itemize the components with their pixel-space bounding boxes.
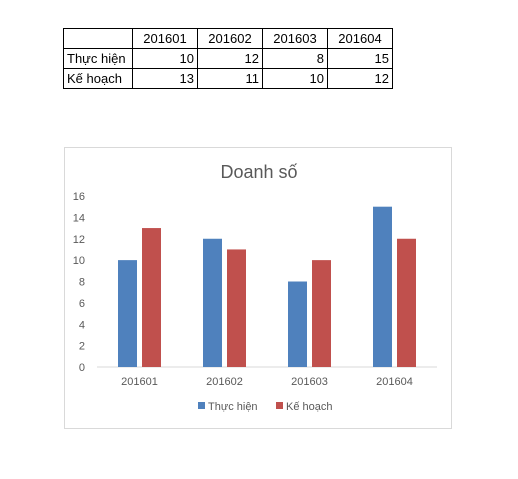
- legend-swatch: [276, 402, 283, 409]
- table-cell: 12: [327, 68, 393, 89]
- table-header-cell: 201602: [197, 28, 263, 49]
- table-corner-cell: [63, 28, 133, 49]
- table-cell: 8: [262, 48, 328, 69]
- chart-frame[interactable]: Doanh số 0 2 4 6 8 10 12 14 16 201601 201602 201603…: [64, 147, 452, 429]
- x-tick-label: 201601: [121, 376, 158, 388]
- row-label: Kế hoạch: [63, 68, 133, 89]
- bar[interactable]: [118, 260, 137, 367]
- y-tick-label: 16: [73, 191, 85, 203]
- y-tick-label: 12: [73, 234, 85, 246]
- bar[interactable]: [312, 260, 331, 367]
- y-tick-label: 0: [79, 362, 85, 374]
- x-tick-label: 201602: [206, 376, 243, 388]
- table-cell: 13: [132, 68, 198, 89]
- bar[interactable]: [203, 238, 222, 367]
- table-header-row: 201601 201602 201603 201604: [63, 28, 393, 49]
- y-tick-label: 4: [79, 319, 85, 331]
- bar[interactable]: [288, 281, 307, 368]
- y-tick-label: 8: [79, 277, 85, 289]
- bar[interactable]: [142, 228, 161, 367]
- legend-label: Thực hiện: [208, 401, 258, 413]
- data-table: 201601 201602 201603 201604 Thực hiện 10…: [63, 28, 393, 89]
- table-row: Kế hoạch 13 11 10 12: [63, 68, 393, 89]
- y-tick-label: 2: [79, 341, 85, 353]
- table-cell: 15: [327, 48, 393, 69]
- y-tick-label: 14: [73, 212, 85, 224]
- legend-swatch: [198, 402, 205, 409]
- legend-label: Kế hoạch: [286, 401, 332, 413]
- y-tick-label: 6: [79, 298, 85, 310]
- x-tick-label: 201604: [376, 376, 413, 388]
- bar[interactable]: [227, 249, 246, 367]
- table-header-cell: 201604: [327, 28, 393, 49]
- table-cell: 11: [197, 68, 263, 89]
- table-cell: 10: [132, 48, 198, 69]
- x-tick-label: 201603: [291, 376, 328, 388]
- chart-title: Doanh số: [220, 162, 297, 182]
- row-label: Thực hiện: [63, 48, 133, 69]
- table-cell: 12: [197, 48, 263, 69]
- y-tick-label: 10: [73, 255, 85, 267]
- table-header-cell: 201603: [262, 28, 328, 49]
- bar[interactable]: [373, 206, 392, 367]
- table-row: Thực hiện 10 12 8 15: [63, 48, 393, 69]
- table-cell: 10: [262, 68, 328, 89]
- bar-chart: Doanh số 0 2 4 6 8 10 12 14 16 201601 201602 201603…: [73, 162, 437, 413]
- bar[interactable]: [397, 238, 416, 367]
- table-header-cell: 201601: [132, 28, 198, 49]
